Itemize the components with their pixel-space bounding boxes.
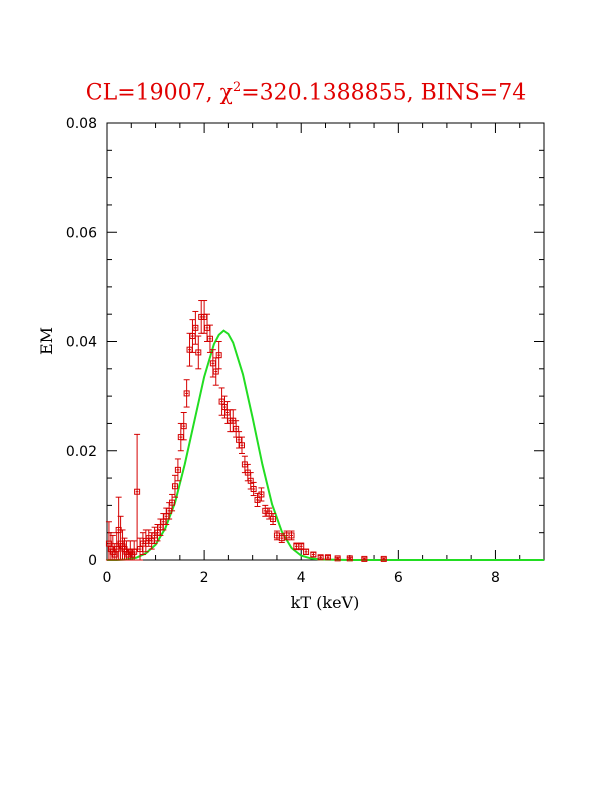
data-marker [250, 485, 257, 492]
data-point [361, 555, 368, 562]
data-marker [298, 543, 305, 550]
data-marker [254, 496, 261, 503]
data-marker [195, 349, 202, 356]
data-point [254, 492, 261, 507]
data-point [183, 379, 190, 408]
y-tick-label: 0.02 [66, 444, 97, 460]
data-point [324, 554, 331, 561]
data-marker [346, 555, 353, 562]
data-marker [361, 555, 368, 562]
data-point [195, 335, 202, 370]
y-tick-label: 0.08 [66, 116, 97, 132]
data-point [270, 513, 277, 525]
data-point [303, 548, 310, 556]
data-point [317, 554, 324, 561]
data-marker [270, 516, 277, 523]
data-point [215, 341, 222, 370]
data-marker [238, 442, 245, 449]
x-tick-label: 4 [297, 570, 306, 586]
chart-title: CL=19007, χ2=320.1388855, BINS=74 [0, 80, 612, 105]
model-curve [107, 329, 544, 561]
y-axis-label: EM [37, 327, 56, 355]
data-point [212, 357, 219, 386]
data-marker [317, 554, 324, 561]
data-marker [380, 555, 387, 562]
x-tick-label: 0 [103, 570, 112, 586]
data-point [131, 540, 138, 561]
data-point [218, 387, 225, 416]
data-marker [303, 548, 310, 555]
title-suffix: =320.1388855, BINS=74 [241, 80, 527, 106]
x-axis-label: kT (keV) [291, 593, 360, 612]
data-marker [174, 466, 181, 473]
data-marker [180, 423, 187, 430]
model-curve-group [107, 329, 544, 561]
data-points-group [105, 300, 387, 562]
data-point [189, 319, 196, 353]
title-chi-symbol: χ [219, 80, 233, 106]
y-tick-label: 0.06 [66, 225, 97, 241]
data-marker [247, 477, 254, 484]
data-marker [215, 352, 222, 359]
data-marker [206, 335, 213, 342]
data-point [310, 551, 317, 558]
title-chi-superscript: 2 [232, 80, 242, 95]
data-point [346, 555, 353, 562]
data-marker [324, 554, 331, 561]
data-marker [310, 551, 317, 558]
title-prefix: CL=19007, [85, 80, 220, 106]
data-marker [171, 483, 178, 490]
x-tick-label: 6 [394, 570, 403, 586]
x-tick-label: 8 [491, 570, 500, 586]
data-marker [169, 499, 176, 506]
data-point [250, 481, 257, 497]
data-point [258, 487, 265, 502]
axes-group: 0 2 4 6 8 0 0.02 0.04 0.06 0.08 [66, 116, 545, 586]
data-point [192, 310, 199, 345]
data-marker [192, 324, 199, 331]
data-point [238, 436, 245, 454]
data-marker [288, 532, 295, 539]
data-marker [258, 491, 265, 498]
y-tick-label: 0.04 [66, 335, 97, 351]
data-point [288, 530, 295, 541]
x-tick-label: 2 [200, 570, 209, 586]
data-point [174, 458, 181, 482]
data-marker [113, 546, 120, 553]
data-marker [183, 390, 190, 397]
data-marker [134, 488, 141, 495]
data-point [334, 555, 341, 562]
data-point [206, 324, 213, 353]
data-point [180, 412, 187, 441]
data-marker [334, 555, 341, 562]
data-point [171, 474, 178, 498]
data-point [380, 555, 387, 562]
data-point [134, 433, 141, 550]
y-tick-label: 0 [88, 553, 97, 569]
